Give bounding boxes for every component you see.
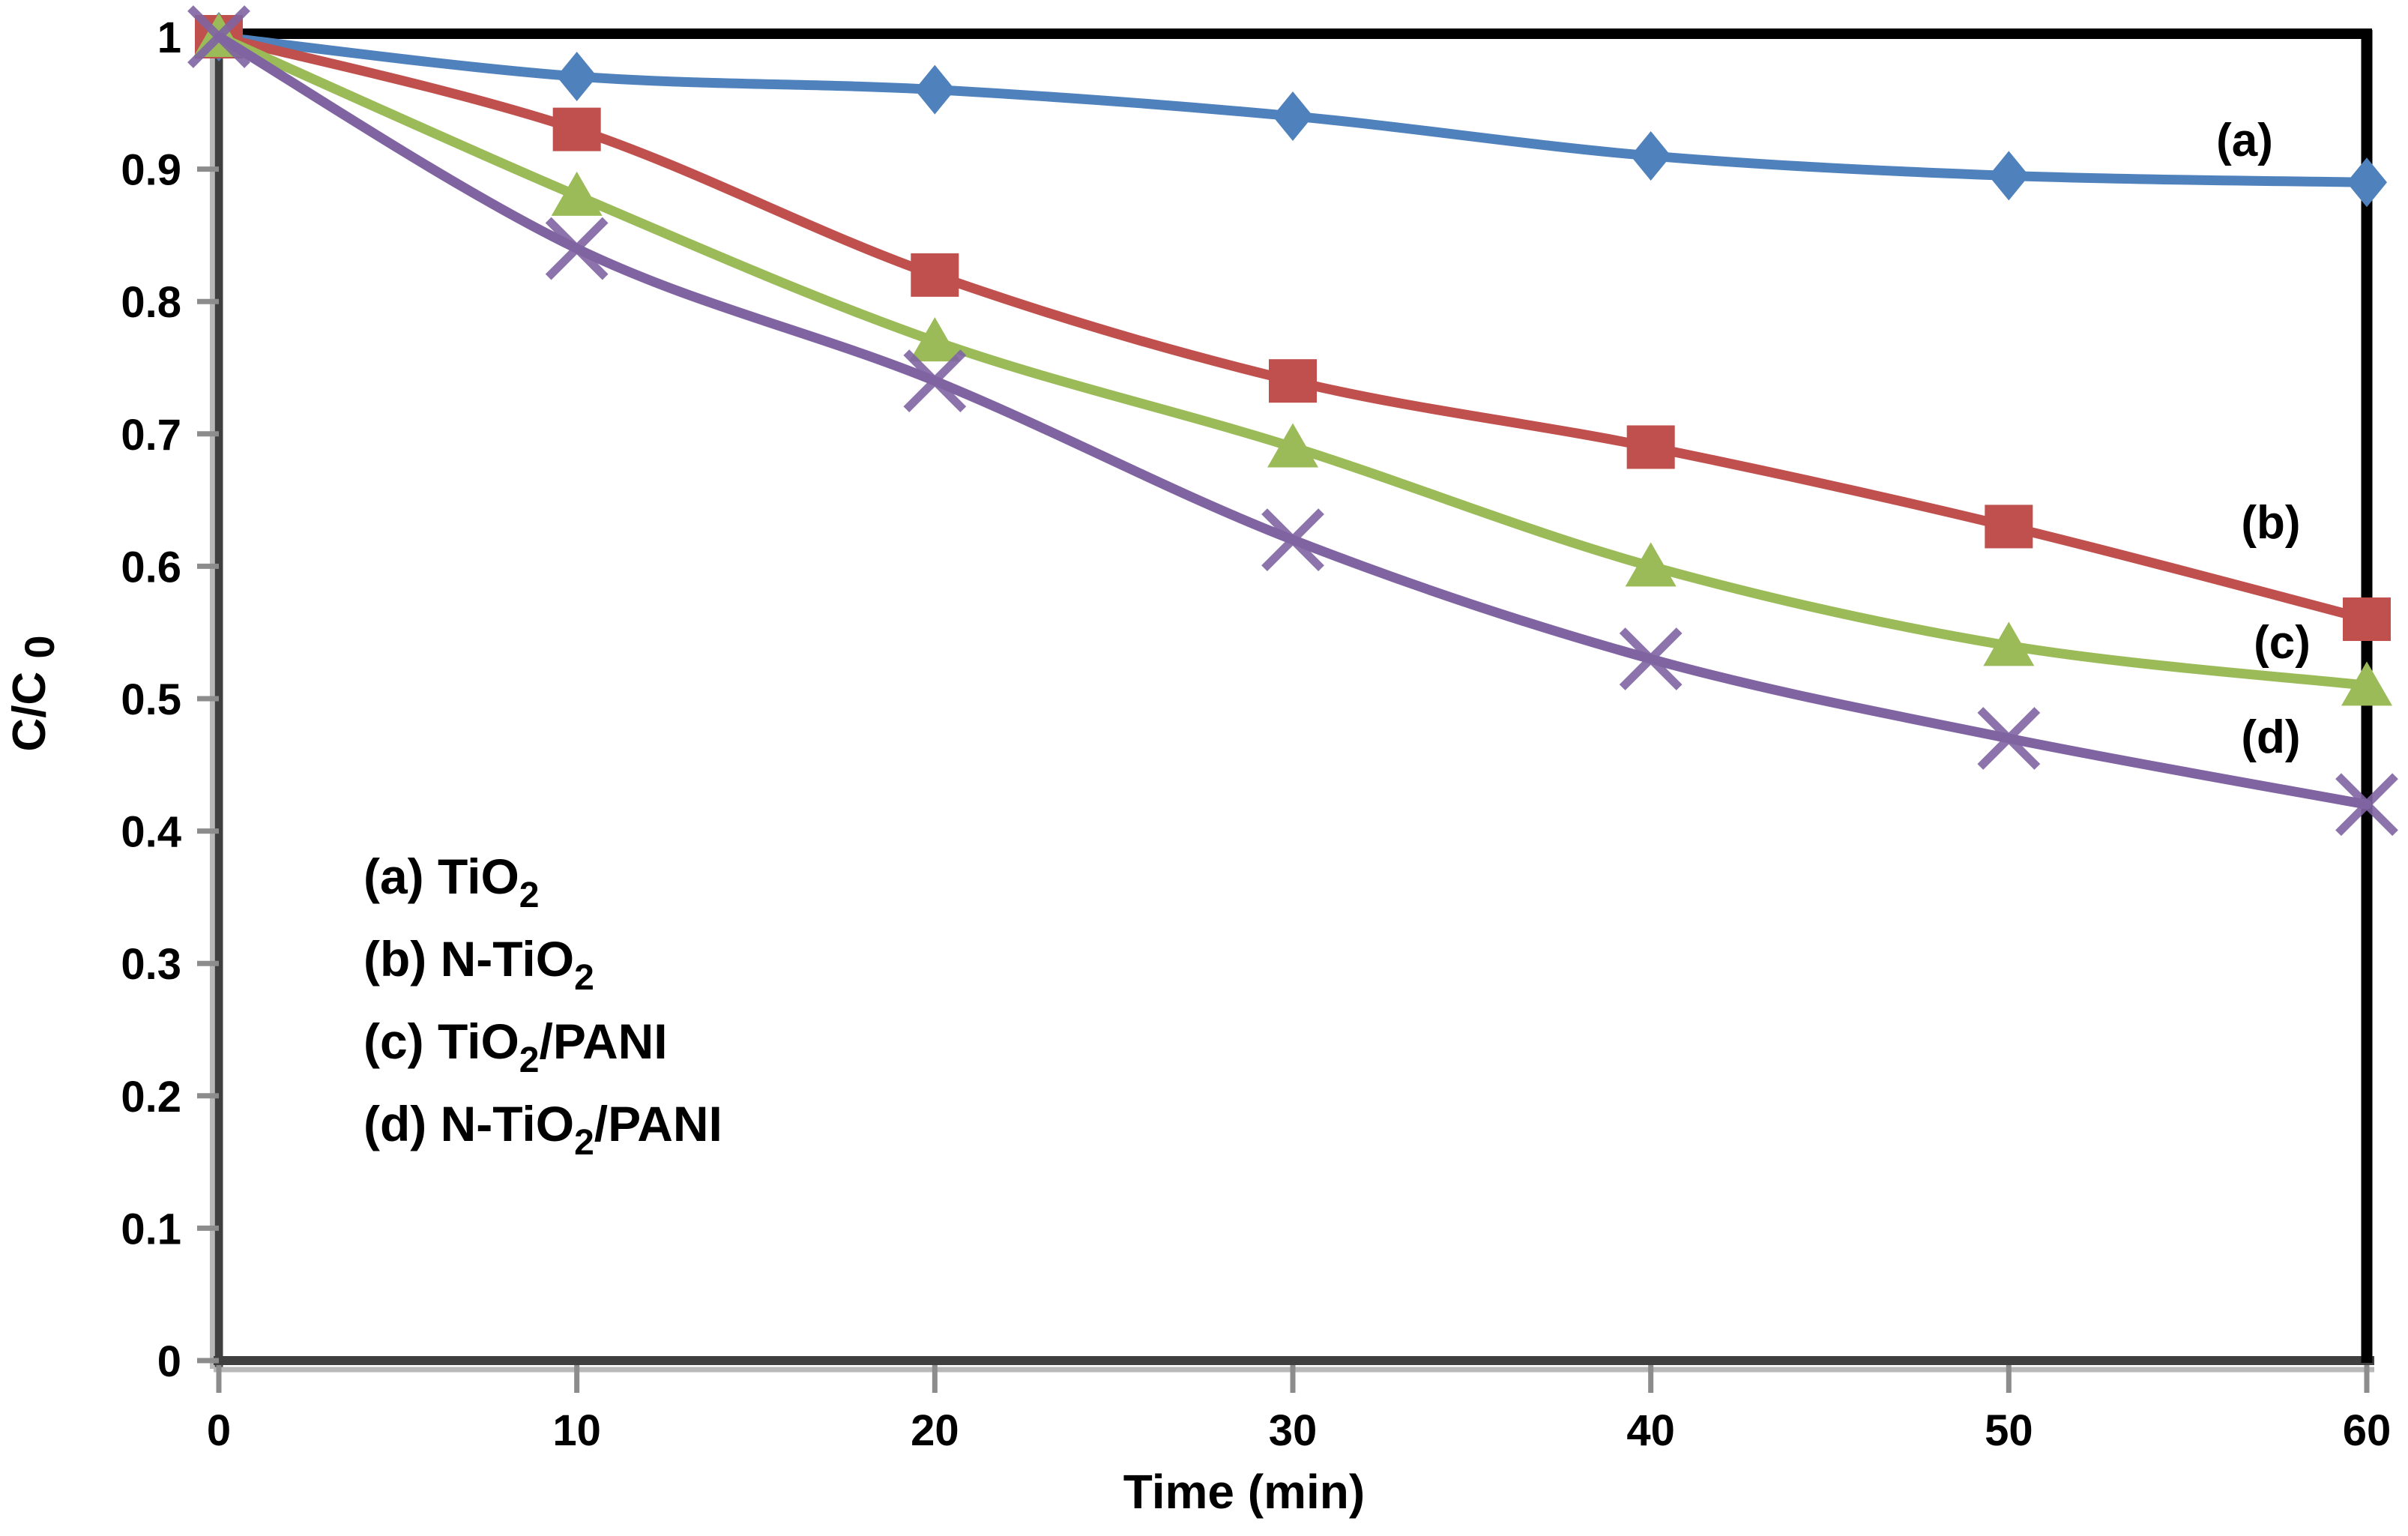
marker-square: [1985, 505, 2033, 549]
marker-x: [187, 5, 250, 68]
y-tick-label: 0.4: [121, 808, 181, 857]
marker-square: [1269, 359, 1317, 403]
marker-square: [552, 107, 601, 151]
marker-x: [1261, 508, 1324, 571]
marker-diamond: [1988, 151, 2030, 201]
marker-square: [911, 253, 959, 297]
marker-diamond: [2347, 157, 2387, 208]
marker-x: [903, 349, 967, 413]
y-tick-label: 0: [157, 1337, 181, 1386]
marker-diamond: [1273, 91, 1313, 141]
y-tick-label: 0.9: [121, 146, 181, 195]
curve-label-d: (d): [2241, 711, 2300, 763]
legend-item-b: (b) N-TiO2: [363, 931, 594, 998]
y-tick-label: 0.5: [121, 675, 181, 724]
marker-triangle: [551, 171, 603, 216]
y-tick-label: 0.7: [121, 411, 181, 460]
y-tick-label: 1: [157, 13, 181, 62]
marker-x: [2335, 773, 2398, 837]
marker-x: [1977, 707, 2041, 770]
marker-square: [1626, 425, 1675, 469]
marker-diamond: [556, 51, 597, 101]
marker-square: [2343, 597, 2391, 642]
x-tick-label: 10: [552, 1406, 601, 1455]
legend-item-d: (d) N-TiO2/PANI: [363, 1096, 722, 1163]
marker-triangle: [909, 317, 961, 362]
series-d-N-TiO2/PANI: [187, 5, 2398, 837]
y-tick-label: 0.8: [121, 278, 181, 327]
y-tick-label: 0.1: [121, 1205, 181, 1253]
marker-triangle: [1267, 423, 1318, 468]
marker-triangle: [1983, 621, 2035, 666]
marker-diamond: [1630, 130, 1671, 181]
legend-item-c: (c) TiO2/PANI: [363, 1014, 668, 1080]
x-tick-label: 50: [1985, 1406, 2033, 1455]
legend-item-a: (a) TiO2: [363, 849, 540, 915]
marker-triangle: [1625, 542, 1677, 587]
curve-label-a: (a): [2216, 115, 2273, 166]
series-line-d: [214, 31, 2372, 810]
x-tick-label: 30: [1269, 1406, 1318, 1455]
y-tick-label: 0.2: [121, 1073, 181, 1121]
marker-x: [545, 217, 609, 280]
marker-x: [1619, 627, 1683, 690]
x-tick-label: 40: [1626, 1406, 1675, 1455]
y-tick-label: 0.3: [121, 940, 181, 989]
marker-triangle: [2341, 661, 2392, 706]
marker-diamond: [914, 64, 956, 115]
curve-label-b: (b): [2241, 497, 2300, 549]
x-tick-label: 20: [911, 1406, 959, 1455]
x-tick-label: 0: [207, 1406, 231, 1455]
y-tick-label: 0.6: [121, 543, 181, 591]
x-tick-label: 60: [2343, 1406, 2392, 1455]
y-axis-title: C/C 0: [4, 635, 63, 751]
x-axis-title: Time (min): [1123, 1465, 1365, 1519]
curve-label-c: (c): [2254, 617, 2311, 669]
